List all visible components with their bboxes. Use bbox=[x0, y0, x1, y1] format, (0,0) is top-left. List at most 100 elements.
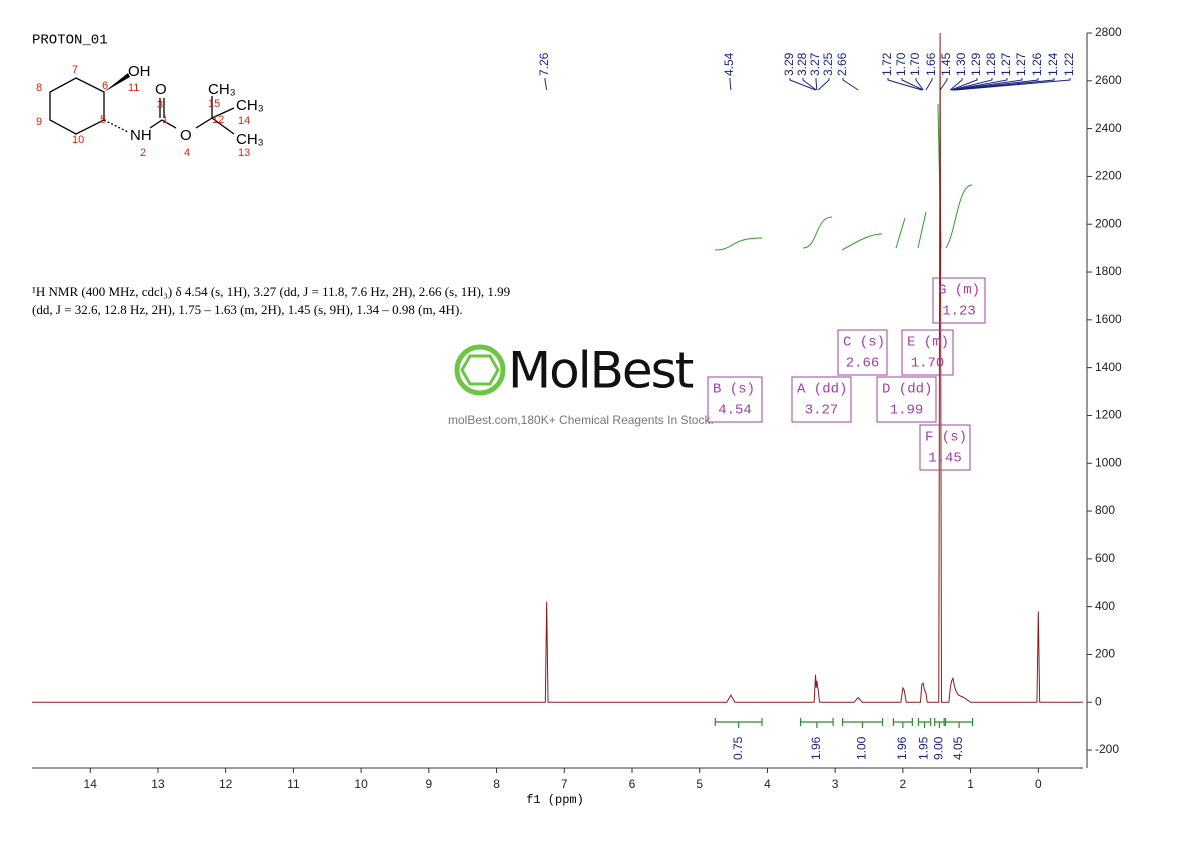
integral-bracket bbox=[714, 718, 763, 728]
x-tick-label: 1 bbox=[967, 777, 974, 791]
wedge-bond bbox=[104, 73, 130, 92]
y-tick-label: 2600 bbox=[1095, 73, 1122, 87]
atom: CH₃ bbox=[208, 81, 236, 98]
atom: OH bbox=[128, 63, 151, 80]
integral-bracket bbox=[892, 718, 913, 728]
y-tick-label: 1000 bbox=[1095, 455, 1122, 469]
ring bbox=[49, 77, 105, 135]
watermark-logo bbox=[454, 344, 506, 396]
multiplet-box bbox=[901, 329, 954, 376]
peak-connector bbox=[950, 78, 978, 91]
atom-number: 10 bbox=[72, 134, 84, 146]
atom: O bbox=[180, 127, 192, 144]
y-tick-label: 1600 bbox=[1095, 312, 1122, 326]
multiplet-box bbox=[876, 376, 937, 423]
multiplet-shift: 1.70 bbox=[911, 356, 945, 372]
integral-curves bbox=[714, 103, 973, 251]
atom-number: 4 bbox=[184, 147, 190, 159]
peak-connector bbox=[949, 78, 963, 91]
peak-connector bbox=[925, 78, 933, 91]
peak-connector bbox=[887, 78, 922, 91]
bonds bbox=[149, 96, 235, 135]
integral-bracket bbox=[841, 718, 884, 728]
atom-number: 14 bbox=[238, 115, 250, 127]
integral-bracket bbox=[934, 718, 945, 728]
x-tick-label: 7 bbox=[561, 777, 568, 791]
multiplet-name: D (dd) bbox=[882, 382, 932, 398]
peak-connector bbox=[729, 78, 732, 91]
description: (dd, J = 32.6, 12.8 Hz, 2H), 1.75 – 1.63… bbox=[32, 302, 463, 317]
y-tick-label: -200 bbox=[1095, 742, 1119, 756]
peak-connector bbox=[842, 78, 859, 91]
x-tick-label: 2 bbox=[900, 777, 907, 791]
multiplet-name: F (s) bbox=[925, 430, 967, 446]
integral-label: 9.00 bbox=[932, 736, 946, 760]
multiplet-box bbox=[919, 424, 971, 471]
atom-number: 12 bbox=[212, 114, 224, 126]
peak-label: 1.27 bbox=[999, 52, 1013, 76]
peak-connector bbox=[817, 78, 830, 91]
y-tick-label: 0 bbox=[1095, 694, 1102, 708]
x-tick-label: 6 bbox=[629, 777, 636, 791]
y-tick-label: 2000 bbox=[1095, 216, 1122, 230]
atom: CH₃ bbox=[236, 131, 264, 148]
peak-label: 3.27 bbox=[808, 52, 822, 76]
atom-number: 9 bbox=[36, 116, 42, 128]
atom: NH bbox=[130, 127, 152, 144]
integral-bracket bbox=[800, 718, 834, 728]
peak-label: 1.70 bbox=[908, 52, 922, 76]
multiplet-name: C (s) bbox=[843, 335, 885, 351]
peak-label: 1.24 bbox=[1046, 52, 1060, 76]
x-tick-label: 9 bbox=[425, 777, 432, 791]
integral-label: 1.96 bbox=[809, 736, 823, 760]
peak-connector bbox=[901, 78, 924, 91]
integral-label: 1.00 bbox=[855, 736, 869, 760]
multiplet-shift: 1.23 bbox=[942, 304, 976, 320]
integral-label: 0.75 bbox=[731, 736, 745, 760]
atom-number: 15 bbox=[208, 98, 220, 110]
peak-connector bbox=[915, 78, 924, 91]
peak-connector bbox=[954, 78, 1055, 91]
atom-number: 8 bbox=[36, 82, 42, 94]
y-tick-label: 2200 bbox=[1095, 169, 1122, 183]
x-tick-label: 13 bbox=[151, 777, 165, 791]
x-tick-label: 11 bbox=[287, 777, 300, 791]
peak-label: 1.29 bbox=[969, 52, 983, 76]
multiplet-box bbox=[707, 376, 763, 423]
peak-connector bbox=[939, 78, 948, 91]
y-tick-label: 400 bbox=[1095, 599, 1115, 613]
title: PROTON_01 bbox=[32, 33, 108, 49]
x-tick-label: 14 bbox=[84, 777, 98, 791]
description: ¹H NMR (400 MHz, cdcl₃) δ 4.54 (s, 1H), … bbox=[32, 284, 510, 299]
y-tick-label: 2400 bbox=[1095, 121, 1122, 135]
atom-number: 6 bbox=[102, 80, 108, 92]
multiplet-box bbox=[932, 277, 986, 324]
structure bbox=[49, 73, 235, 135]
integral-label: 1.96 bbox=[895, 736, 909, 760]
peak-label: 1.30 bbox=[954, 52, 968, 76]
peak-label: 1.45 bbox=[939, 52, 953, 76]
x-tick-label: 3 bbox=[832, 777, 839, 791]
x-tick-label: 12 bbox=[219, 777, 233, 791]
multiplet-shift: 1.99 bbox=[890, 403, 924, 419]
peak-label: 3.28 bbox=[795, 52, 809, 76]
peak-connector bbox=[815, 78, 818, 91]
integral-bracket bbox=[917, 718, 932, 728]
multiplet-shift: 1.45 bbox=[928, 451, 962, 467]
y-tick-label: 2800 bbox=[1095, 25, 1122, 39]
integral-label: 4.05 bbox=[951, 736, 965, 760]
peak-connector bbox=[802, 78, 817, 91]
x-axis-label: f1 (ppm) bbox=[526, 793, 584, 807]
y-tick-label: 600 bbox=[1095, 551, 1115, 565]
peak-label: 1.27 bbox=[1014, 52, 1028, 76]
peak-label: 1.66 bbox=[924, 52, 938, 76]
y-tick-label: 1400 bbox=[1095, 360, 1122, 374]
x-tick-label: 4 bbox=[764, 777, 771, 791]
atom-number: 13 bbox=[238, 147, 250, 159]
peak-connector bbox=[789, 78, 816, 91]
peak-connector bbox=[544, 78, 548, 91]
x-tick-label: 5 bbox=[696, 777, 703, 791]
multiplet-box bbox=[837, 329, 888, 376]
peak-label: 1.72 bbox=[880, 52, 894, 76]
peak-connector bbox=[955, 78, 1071, 91]
